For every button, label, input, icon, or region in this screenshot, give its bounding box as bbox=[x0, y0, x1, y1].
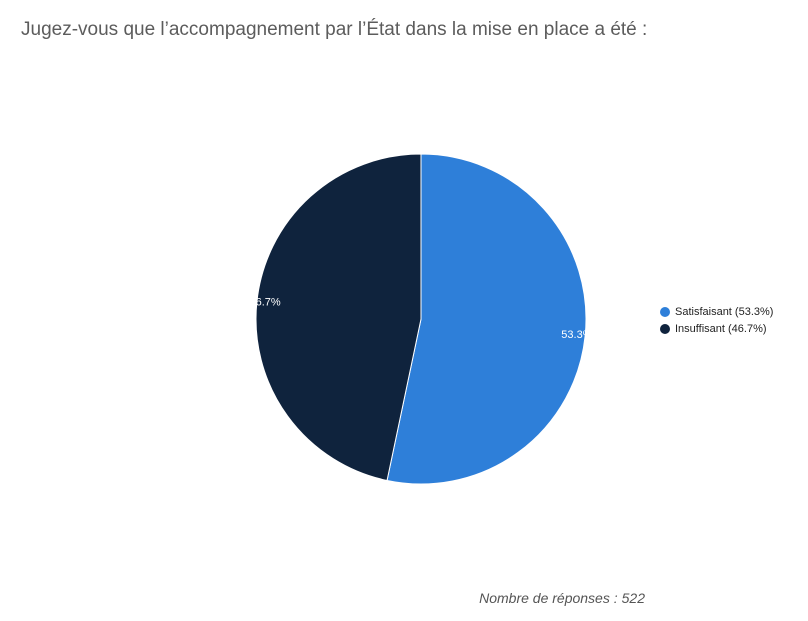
legend-label-insuffisant: Insuffisant (46.7%) bbox=[675, 322, 767, 335]
legend-swatch-insuffisant bbox=[660, 323, 670, 334]
data-label-satisfaisant: 53.3% bbox=[561, 329, 592, 341]
response-count-label: Nombre de réponses : bbox=[479, 590, 618, 606]
legend-item-satisfaisant[interactable]: Satisfaisant (53.3%) bbox=[660, 303, 773, 320]
legend-item-insuffisant[interactable]: Insuffisant (46.7%) bbox=[660, 320, 773, 337]
response-count: Nombre de réponses :522 bbox=[479, 590, 645, 606]
pie-slice-insuffisant[interactable] bbox=[255, 153, 422, 482]
pie-slice-satisfaisant[interactable] bbox=[386, 153, 587, 485]
response-count-value: 522 bbox=[621, 590, 645, 606]
data-label-insuffisant: 46.7% bbox=[249, 297, 280, 309]
chart-title: Jugez-vous que l’accompagnement par l’Ét… bbox=[21, 19, 648, 40]
pie-data-labels: 53.3% 46.7% bbox=[249, 297, 592, 341]
chart-legend: Satisfaisant (53.3%) Insuffisant (46.7%) bbox=[660, 303, 773, 337]
legend-swatch-satisfaisant bbox=[660, 306, 670, 317]
legend-label-satisfaisant: Satisfaisant (53.3%) bbox=[675, 305, 774, 318]
pie-slices bbox=[255, 153, 587, 485]
